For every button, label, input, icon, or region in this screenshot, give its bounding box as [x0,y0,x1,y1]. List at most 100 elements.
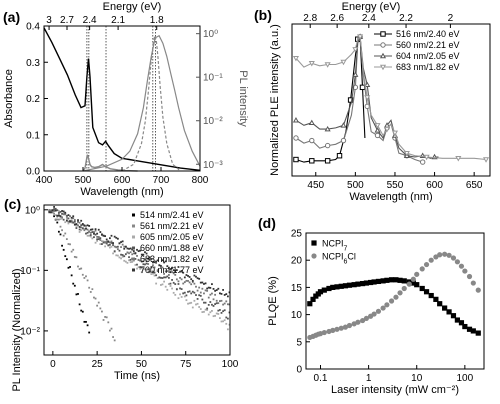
series-d-1-point [442,251,448,257]
series-c-5-point [161,259,164,262]
series-c-4-point [187,280,189,282]
series-c-3-point [169,282,172,285]
series-c-5-point [102,234,105,237]
series-c-2-point [219,317,221,320]
series-c-3-point [188,290,191,293]
series-d-0-point [317,289,324,295]
series-c-2-point [188,302,191,305]
legend-b-label: 516 nm/2.40 eV [396,29,460,39]
series-c-1-point [86,279,89,282]
plot-frame [305,232,485,370]
series-c-5-point [158,264,161,267]
series-c-3-point [128,256,130,259]
series-c-1-point [56,218,59,221]
x2-axis-b-tick-label: 2.6 [330,13,344,24]
series-c-5-point [53,206,55,208]
series-c-2-point [57,210,60,212]
series-c-4-point [64,213,67,216]
series-c-5-point [85,227,87,230]
series-c-4-point [207,296,210,299]
legend-c-label: 700 nm/1.77 eV [140,265,204,275]
series-b-3-line [295,35,487,161]
series-c-4-point [116,248,119,251]
legend-d-marker [311,240,317,246]
series-b-0-marker [309,158,315,164]
series-d-1-point [338,325,344,331]
series-c-5-point [152,261,154,264]
series-c-3-point [220,311,223,314]
series-d-1-point [475,287,481,293]
series-c-3-point [56,209,59,212]
series-c-4-point [89,231,92,234]
series-d-0-point [388,277,395,283]
series-c-2-point [185,299,188,302]
series-d-0-point [454,317,460,323]
series-c-4-point [137,259,140,261]
series-c-3-point [212,305,215,307]
series-c-5-point [80,219,83,222]
series-c-4-point [142,260,145,263]
series-c-2-point [139,267,142,270]
series-b-2-marker [324,125,331,132]
series-c-5-point [88,225,91,227]
series-c-3-point [174,283,177,286]
series-c-1-point [69,243,71,246]
series-c-5-point [155,260,158,263]
series-c-5-point [73,223,76,226]
series-c-0-point [78,303,81,306]
series-c-1-point [93,296,95,299]
series-c-1-point [59,225,62,228]
series-c-1-point [105,316,108,319]
series-d-0-point [371,279,377,285]
series-c-5-point [150,258,153,260]
series-c-2-point [180,296,183,298]
legend-c-label: 605 nm/2.05 eV [140,232,204,242]
x-axis-c-tick-label: 100 [222,359,239,370]
series-c-5-point [97,228,100,231]
series-c-3-point [96,238,99,241]
series-d-0-point [414,282,420,288]
series-c-5-point [118,242,121,245]
series-c-2-point [187,302,189,305]
series-c-2-point [223,319,226,322]
x-axis-a-tick-label: 400 [36,175,53,186]
series-d-0-point [321,287,327,293]
series-c-3-point [67,217,70,220]
series-d-1-point [419,266,425,272]
series-c-1-point [108,329,111,332]
series-d-0-point [419,285,425,292]
series-c-3-point [163,276,166,279]
series-c-3-point [182,292,185,295]
series-d-0-point [384,277,390,283]
series-c-3-point [124,253,127,256]
series-c-2-point [73,222,76,224]
series-c-3-point [209,301,212,303]
series-c-0-point [70,274,73,277]
series-c-5-point [134,252,137,255]
y-axis-a-tick-label: 0.0 [26,167,40,178]
series-c-3-point [198,294,201,297]
series-c-3-point [161,277,164,279]
series-d-0-point [462,323,468,330]
series-b-3-marker [383,126,391,133]
series-b-2-marker [308,119,315,126]
series-c-2-point [225,322,228,325]
series-c-2-point [65,217,68,220]
series-d-0-point [334,284,340,290]
series-c-4-point [67,220,70,223]
x-axis-a-tick-label: 700 [153,175,170,186]
series-b-3-marker [357,34,364,40]
series-c-4-point [121,243,124,246]
y-axis-b-title: Normalized PLE intensity (a.u.) [269,24,281,176]
series-d-0-point [393,277,399,283]
series-c-4-point [156,269,159,272]
series-d-1-point [393,294,399,300]
series-c-3-point [228,311,231,314]
series-c-2-point [137,266,140,269]
y2-axis-a-tick-label: 10⁻³ [203,160,223,171]
series-c-2-point [67,222,70,225]
series-c-0-point [80,309,83,312]
series-d-1-point [355,319,361,325]
